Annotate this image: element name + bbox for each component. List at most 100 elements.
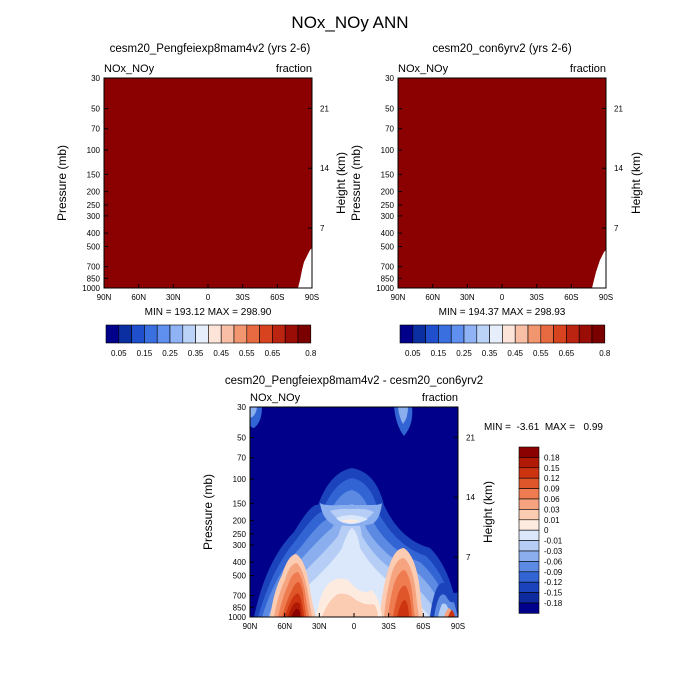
panel-2-field <box>398 78 606 288</box>
pressure-tick-label: 150 <box>87 170 101 179</box>
colorbar-swatch <box>518 467 540 479</box>
latitude-tick-label: 90N <box>243 622 258 631</box>
latitude-tick-label: 90S <box>451 622 465 631</box>
colorbar-label: 0.15 <box>137 349 153 358</box>
panel-3-height-ticks: 21 14 7 <box>454 433 475 562</box>
panel-2-right-label: fraction <box>570 63 606 75</box>
panel-3-title: cesm20_Pengfeiexp8mam4v2 - cesm20_con6yr… <box>225 375 483 387</box>
latitude-tick-label: 30N <box>166 293 181 302</box>
colorbar-label: 0.15 <box>544 464 560 473</box>
latitude-tick-label: 60S <box>416 622 430 631</box>
colorbar-label: -0.12 <box>544 578 563 587</box>
height-tick-label: 7 <box>320 224 325 233</box>
colorbar-label: 0.25 <box>162 349 178 358</box>
pressure-tick-label: 400 <box>87 229 101 238</box>
colorbar-swatch <box>259 324 273 344</box>
colorbar-swatch <box>156 324 171 344</box>
pressure-tick-label: 250 <box>381 201 395 210</box>
pressure-tick-label: 850 <box>381 274 395 283</box>
pressure-tick-label: 70 <box>385 125 394 134</box>
panel-2-missing-region <box>592 250 606 288</box>
pressure-tick-label: 100 <box>381 146 395 155</box>
pressure-tick-label: 150 <box>381 170 395 179</box>
pressure-tick-label: 30 <box>237 403 246 412</box>
panel-2-ylabel-right: Height (km) <box>629 152 643 214</box>
latitude-tick-label: 60S <box>270 293 284 302</box>
height-tick-label: 7 <box>466 553 471 562</box>
colorbar-swatch <box>518 561 540 573</box>
colorbar-swatch <box>518 540 540 552</box>
panel-1-left-label: NOx_NOy <box>104 63 155 75</box>
colorbar-swatch <box>144 324 158 344</box>
colorbar-label: 0.18 <box>544 453 560 462</box>
height-tick-label: 14 <box>466 493 475 502</box>
latitude-tick-label: 90N <box>97 293 112 302</box>
colorbar-swatch <box>246 324 260 344</box>
panel-3-ylabel: Pressure (mb) <box>201 474 215 550</box>
pressure-tick-label: 400 <box>233 558 247 567</box>
pressure-tick-label: 500 <box>233 571 247 580</box>
colorbar-label: -0.03 <box>544 547 563 556</box>
colorbar-swatch <box>540 324 554 344</box>
colorbar-label: 0.06 <box>544 495 560 504</box>
colorbar-swatch <box>476 324 490 344</box>
height-tick-label: 21 <box>320 104 329 113</box>
colorbar-swatch <box>514 324 529 344</box>
pressure-tick-label: 200 <box>87 188 101 197</box>
panel-1-ylabel-right: Height (km) <box>334 152 348 214</box>
colorbar-swatch <box>208 324 222 344</box>
colorbar-label: 0.35 <box>482 349 498 358</box>
colorbar-swatch <box>118 324 132 344</box>
latitude-tick-label: 30N <box>312 622 327 631</box>
colorbar-label: 0.01 <box>544 516 560 525</box>
colorbar-swatch <box>518 477 540 489</box>
colorbar-swatch <box>450 324 465 344</box>
pressure-tick-label: 850 <box>87 274 101 283</box>
pressure-tick-label: 300 <box>381 212 395 221</box>
panel-3-right-label: fraction <box>422 392 458 404</box>
colorbar-label: 0.05 <box>111 349 127 358</box>
panel-3-stats: MIN = -3.61 MAX = 0.99 <box>484 422 603 433</box>
latitude-tick-label: 30S <box>382 622 396 631</box>
pressure-tick-label: 70 <box>237 454 246 463</box>
colorbar-label: 0.8 <box>305 349 317 358</box>
latitude-tick-label: 90S <box>305 293 319 302</box>
colorbar-label: 0.45 <box>213 349 229 358</box>
colorbar-label: 0.8 <box>599 349 611 358</box>
pressure-tick-label: 1000 <box>376 284 394 293</box>
colorbar-swatch <box>518 457 540 469</box>
pressure-tick-label: 100 <box>87 146 101 155</box>
colorbar-swatch <box>220 324 235 344</box>
colorbar-swatch <box>518 519 540 531</box>
colorbar-swatch <box>169 324 184 344</box>
pressure-tick-label: 850 <box>233 603 247 612</box>
figure-title: NOx_NOy ANN <box>291 13 408 32</box>
colorbar-swatch <box>412 324 426 344</box>
colorbar-label: 0.55 <box>533 349 549 358</box>
panel-2-colorbar: 0.05 0.15 0.25 0.35 0.45 0.55 0.65 0.8 <box>399 324 611 358</box>
panel-1-x-ticks: 90N 60N 30N 0 30S 60S 90S <box>97 284 319 302</box>
colorbar-swatch <box>518 446 540 458</box>
panel-1-stats: MIN = 193.12 MAX = 298.90 <box>145 307 272 318</box>
colorbar-swatch <box>518 509 540 521</box>
colorbar-label: 0.45 <box>507 349 523 358</box>
latitude-tick-label: 30N <box>460 293 475 302</box>
panel-2-left-label: NOx_NOy <box>398 63 449 75</box>
pressure-tick-label: 50 <box>91 105 100 114</box>
panel-2-ylabel: Pressure (mb) <box>349 145 363 221</box>
colorbar-swatch <box>566 324 580 344</box>
panel-1-height-ticks: 21 14 7 <box>308 104 329 233</box>
panel-1: cesm20_Pengfeiexp8mam4v2 (yrs 2-6) NOx_N… <box>55 43 348 358</box>
panel-3-colorbar: 0.180.150.120.090.060.030.010-0.01-0.03-… <box>518 446 563 614</box>
pressure-tick-label: 400 <box>381 229 395 238</box>
pressure-tick-label: 100 <box>233 475 247 484</box>
panel-1-ylabel: Pressure (mb) <box>55 145 69 221</box>
latitude-tick-label: 30S <box>530 293 544 302</box>
panel-3-contour-field <box>250 407 458 617</box>
colorbar-swatch <box>502 324 516 344</box>
colorbar-swatch <box>489 324 503 344</box>
height-tick-label: 14 <box>614 164 623 173</box>
latitude-tick-label: 0 <box>352 622 357 631</box>
